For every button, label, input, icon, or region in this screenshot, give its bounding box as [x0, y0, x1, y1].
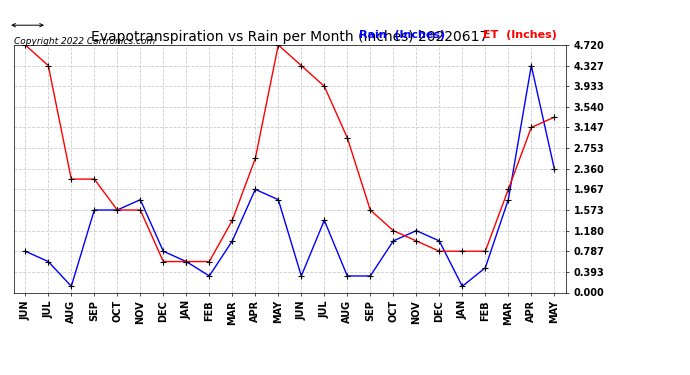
Title: Evapotranspiration vs Rain per Month (Inches) 20220617: Evapotranspiration vs Rain per Month (In… [91, 30, 489, 44]
Text: Copyright 2022 Cartronics.com: Copyright 2022 Cartronics.com [14, 38, 155, 46]
Text: Rain  (Inches): Rain (Inches) [359, 30, 445, 40]
Text: ET  (Inches): ET (Inches) [483, 30, 557, 40]
